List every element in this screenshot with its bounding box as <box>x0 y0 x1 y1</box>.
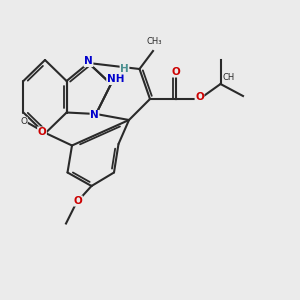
Text: O: O <box>74 196 82 206</box>
Text: NH: NH <box>107 74 124 85</box>
Text: O: O <box>195 92 204 103</box>
Text: N: N <box>84 56 93 67</box>
Text: N: N <box>90 110 99 121</box>
Text: O: O <box>20 117 28 126</box>
Text: O: O <box>38 127 46 137</box>
Text: CH: CH <box>223 73 235 82</box>
Text: H: H <box>120 64 129 74</box>
Text: O: O <box>171 67 180 77</box>
Text: CH₃: CH₃ <box>147 38 162 46</box>
